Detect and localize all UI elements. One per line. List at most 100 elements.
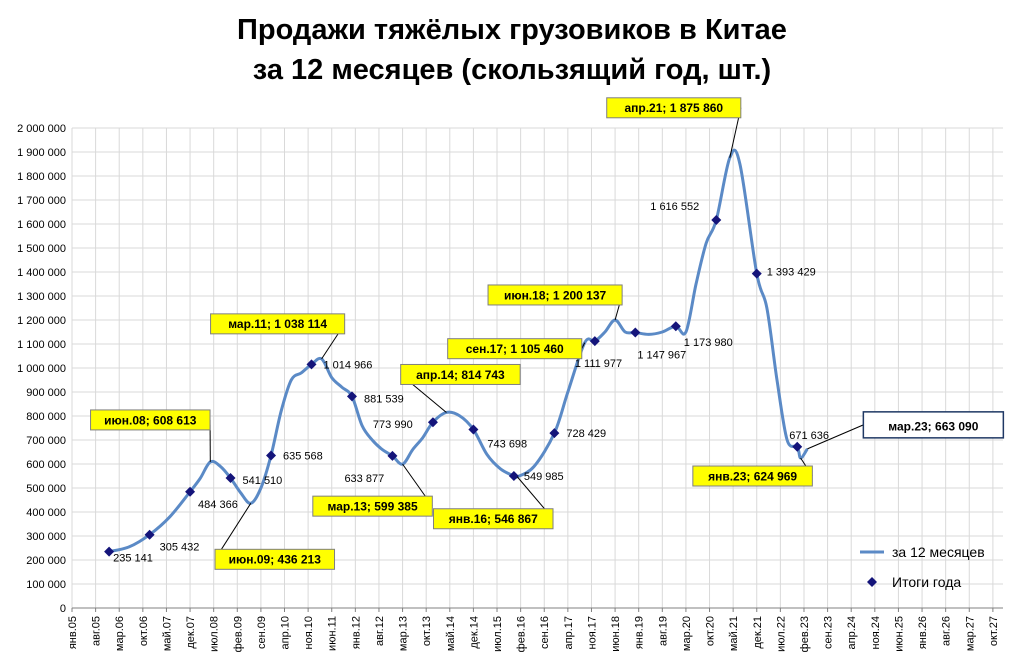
year-total-marker	[225, 473, 236, 484]
data-label: 1 014 966	[323, 359, 372, 371]
year-total-marker	[792, 441, 803, 452]
x-tick-label: дек.14	[468, 616, 480, 649]
data-label: 235 141	[113, 553, 153, 565]
x-tick-label: янв.26	[917, 616, 929, 649]
x-tick-label: янв.12	[350, 616, 362, 649]
year-total-marker	[104, 546, 115, 557]
x-tick-label: ноя.24	[870, 616, 882, 649]
data-label: 743 698	[487, 439, 527, 451]
x-tick-label: авг.12	[374, 616, 386, 646]
data-label: 881 539	[364, 393, 404, 405]
x-tick-label: май.14	[445, 616, 457, 651]
callout-label: сен.17; 1 105 460	[466, 342, 564, 356]
y-tick-label: 0	[60, 603, 66, 615]
x-tick-label: янв.19	[634, 616, 646, 649]
x-tick-label: июн.25	[893, 616, 905, 652]
data-label: 484 366	[198, 499, 238, 511]
x-tick-label: фев.09	[232, 616, 244, 652]
x-tick-label: мар.13	[398, 616, 410, 651]
y-tick-label: 1 900 000	[17, 147, 66, 159]
chart-title-line2: за 12 месяцев (скользящий год, шт.)	[252, 54, 772, 86]
data-labels: 235 141 305 432 484 366 541 510 635 568 1 014…	[113, 201, 829, 565]
year-total-marker	[468, 424, 479, 435]
callout-box	[692, 465, 813, 487]
y-tick-label: 500 000	[26, 483, 66, 495]
data-label: 635 568	[283, 450, 323, 462]
legend-marker-swatch	[867, 577, 877, 587]
x-tick-label: июн.18	[610, 616, 622, 652]
year-total-marker	[185, 486, 196, 497]
y-tick-label: 1 500 000	[17, 243, 66, 255]
year-total-marker	[387, 450, 398, 461]
x-tick-label: мар.27	[964, 616, 976, 651]
callout-box	[487, 284, 623, 306]
grid	[71, 127, 1003, 608]
data-label: 305 432	[160, 542, 200, 554]
chart-title: Продажи тяжёлых грузовиков в Китае за 12…	[0, 10, 1024, 90]
x-tick-label: мар.06	[114, 616, 126, 651]
callout-label: июн.18; 1 200 137	[504, 288, 607, 302]
y-tick-label: 600 000	[26, 459, 66, 471]
year-total-marker	[266, 450, 277, 461]
y-tick-label: 300 000	[26, 531, 66, 543]
callout-box	[862, 411, 1005, 439]
x-tick-label: окт.06	[138, 616, 150, 646]
chart-title-line1: Продажи тяжёлых грузовиков в Китае	[237, 14, 787, 46]
y-tick-label: 1 700 000	[17, 195, 66, 207]
y-tick-label: 700 000	[26, 435, 66, 447]
x-tick-label: дек.21	[752, 616, 764, 649]
x-tick-label: июл.22	[775, 616, 787, 652]
data-label: 671 636	[789, 430, 829, 442]
y-tick-label: 1 000 000	[17, 363, 66, 375]
y-tick-label: 1 100 000	[17, 339, 66, 351]
x-tick-label: авг.19	[657, 616, 669, 646]
y-tick-label: 1 300 000	[17, 291, 66, 303]
data-label: 1 173 980	[684, 337, 733, 349]
year-total-marker	[751, 268, 762, 279]
x-tick-label: авг.26	[941, 616, 953, 646]
data-label: 1 616 552	[650, 201, 699, 213]
x-tick-label: апр.17	[563, 616, 575, 649]
callout-box	[447, 338, 583, 360]
callout-label: июн.08; 608 613	[104, 413, 197, 427]
data-label: 773 990	[373, 419, 413, 431]
x-tick-label: янв.05	[67, 616, 79, 649]
x-tick-label: мар.20	[681, 616, 693, 651]
y-tick-label: 900 000	[26, 387, 66, 399]
data-label: 728 429	[566, 428, 606, 440]
x-tick-label: июл.15	[492, 616, 504, 652]
x-tick-label: окт.20	[705, 616, 717, 646]
y-tick-label: 1 600 000	[17, 219, 66, 231]
year-total-marker	[711, 215, 722, 226]
year-total-marker	[630, 327, 641, 338]
year-total-marker	[589, 336, 600, 347]
y-tick-label: 100 000	[26, 579, 66, 591]
callout-label: янв.16; 546 867	[449, 512, 538, 526]
y-tick-label: 200 000	[26, 555, 66, 567]
year-total-marker	[670, 321, 681, 332]
x-tick-label: май.07	[161, 616, 173, 651]
y-tick-label: 1 800 000	[17, 171, 66, 183]
data-label: 1 393 429	[767, 267, 816, 279]
callout-label: мар.13; 599 385	[328, 499, 418, 513]
x-tick-label: июл.08	[209, 616, 221, 652]
callout-label: июн.09; 436 213	[229, 553, 322, 567]
x-tick-label: апр.24	[846, 616, 858, 649]
callout-box	[210, 313, 346, 335]
year-total-marker	[508, 471, 519, 482]
year-total-marker	[144, 529, 155, 540]
y-tick-label: 1 200 000	[17, 315, 66, 327]
callout-label: янв.23; 624 969	[708, 469, 797, 483]
x-tick-label: ноя.10	[303, 616, 315, 649]
x-tick-label: дек.07	[185, 616, 197, 649]
callout-box	[606, 97, 742, 119]
data-label: 1 147 967	[637, 349, 686, 361]
x-tick-label: апр.10	[280, 616, 292, 649]
series-line-12-months	[108, 148, 809, 554]
x-tick-label: ноя.17	[586, 616, 598, 649]
callout-leader	[807, 424, 864, 450]
x-tick-label: сен.16	[539, 616, 551, 649]
x-tick-label: авг.05	[91, 616, 103, 646]
year-total-marker	[346, 391, 357, 402]
callout-box	[312, 495, 433, 517]
